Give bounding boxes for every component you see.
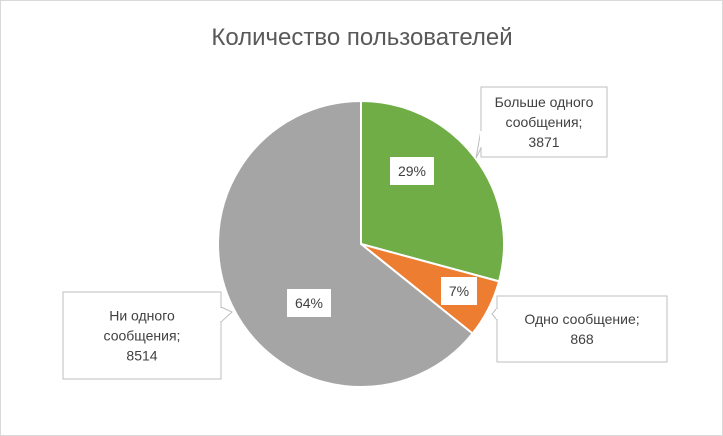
percent-label-box <box>441 277 477 305</box>
callout: Больше одного сообщения; 3871 <box>475 86 608 159</box>
pie-slice <box>217 99 474 388</box>
percent-label: 7% <box>441 277 477 305</box>
percent-label: 29% <box>390 157 434 185</box>
callout-line: сообщения; <box>104 328 181 344</box>
callout-line: 3871 <box>528 134 559 150</box>
callout-line: Больше одного <box>495 94 594 110</box>
percent-label-text: 7% <box>449 283 469 299</box>
pie-percent-labels: 29% 7% 64% <box>287 157 477 317</box>
callout-line: 868 <box>570 331 594 347</box>
percent-label-box <box>287 289 331 317</box>
percent-label-text: 64% <box>295 295 323 311</box>
pie-callouts: Больше одного сообщения; 3871 Одно сообщени… <box>62 86 668 380</box>
chart-title: Количество пользователей <box>211 24 512 51</box>
callout-box <box>480 86 608 158</box>
percent-label: 64% <box>287 289 331 317</box>
callout-line: Одно сообщение; <box>524 311 639 327</box>
callout: Одно сообщение; 868 <box>491 295 668 363</box>
percent-label-text: 29% <box>398 163 426 179</box>
callout-line: Ни одного <box>109 308 175 324</box>
callout-pointer <box>220 306 233 324</box>
pie-slice <box>360 99 505 283</box>
percent-label-box <box>390 157 434 185</box>
callout-line: сообщения; <box>506 114 583 130</box>
callout-box <box>496 295 668 363</box>
pie-slices <box>217 99 505 388</box>
callout-box <box>62 291 222 380</box>
callout: Ни одного сообщения; 8514 <box>62 291 233 380</box>
callout-line: 8514 <box>126 348 157 364</box>
